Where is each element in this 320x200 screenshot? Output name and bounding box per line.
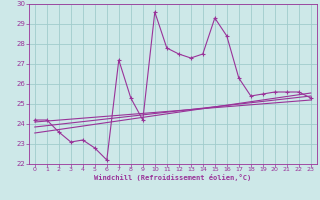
- X-axis label: Windchill (Refroidissement éolien,°C): Windchill (Refroidissement éolien,°C): [94, 174, 252, 181]
